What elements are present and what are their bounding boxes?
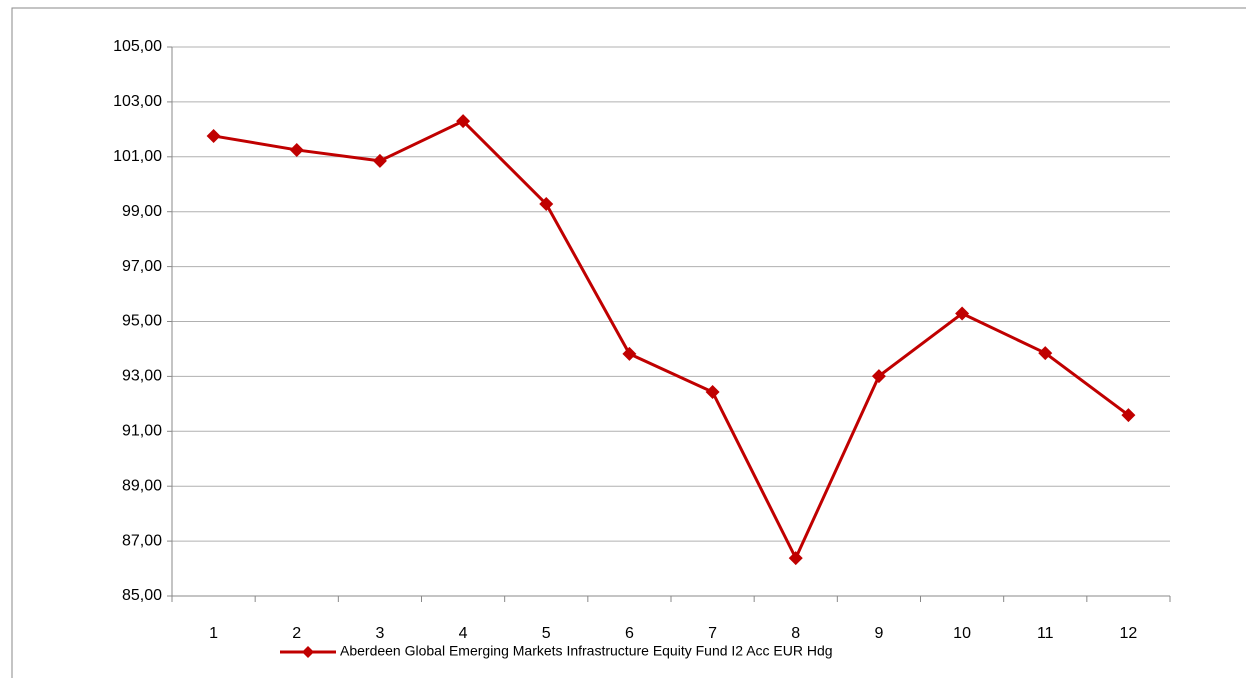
marker (788, 551, 803, 566)
x-tick-label: 4 (459, 625, 468, 642)
x-tick-label: 2 (292, 625, 301, 642)
y-tick-label: 93,00 (122, 368, 162, 385)
x-tick-label: 3 (375, 625, 384, 642)
x-tick-label: 8 (791, 625, 800, 642)
x-tick-label: 6 (625, 625, 634, 642)
x-tick-label: 5 (542, 625, 551, 642)
y-tick-label: 91,00 (122, 423, 162, 440)
y-tick-label: 89,00 (122, 477, 162, 494)
y-tick-label: 101,00 (113, 148, 162, 165)
x-tick-label: 12 (1120, 625, 1138, 642)
legend-label: Aberdeen Global Emerging Markets Infrast… (340, 643, 833, 659)
marker (372, 153, 387, 168)
y-tick-label: 103,00 (113, 93, 162, 110)
marker (289, 142, 304, 157)
marker (456, 114, 471, 129)
legend-marker (302, 646, 314, 658)
y-tick-label: 105,00 (113, 38, 162, 55)
x-tick-label: 10 (953, 625, 971, 642)
y-tick-label: 97,00 (122, 258, 162, 275)
y-tick-label: 95,00 (122, 313, 162, 330)
marker (1038, 346, 1053, 361)
marker (871, 369, 886, 384)
x-tick-label: 11 (1037, 625, 1054, 642)
chart-frame (11, 7, 1246, 683)
x-tick-label: 7 (708, 625, 717, 642)
marker (705, 385, 720, 400)
marker (955, 306, 970, 321)
marker (1121, 408, 1136, 423)
x-tick-label: 1 (209, 625, 218, 642)
marker (539, 197, 554, 212)
x-tick-label: 9 (874, 625, 883, 642)
series-line (213, 119, 1130, 560)
marker (622, 346, 637, 361)
marker (206, 128, 221, 143)
y-tick-label: 87,00 (122, 532, 162, 549)
y-tick-label: 85,00 (122, 587, 162, 604)
y-tick-label: 99,00 (122, 203, 162, 220)
